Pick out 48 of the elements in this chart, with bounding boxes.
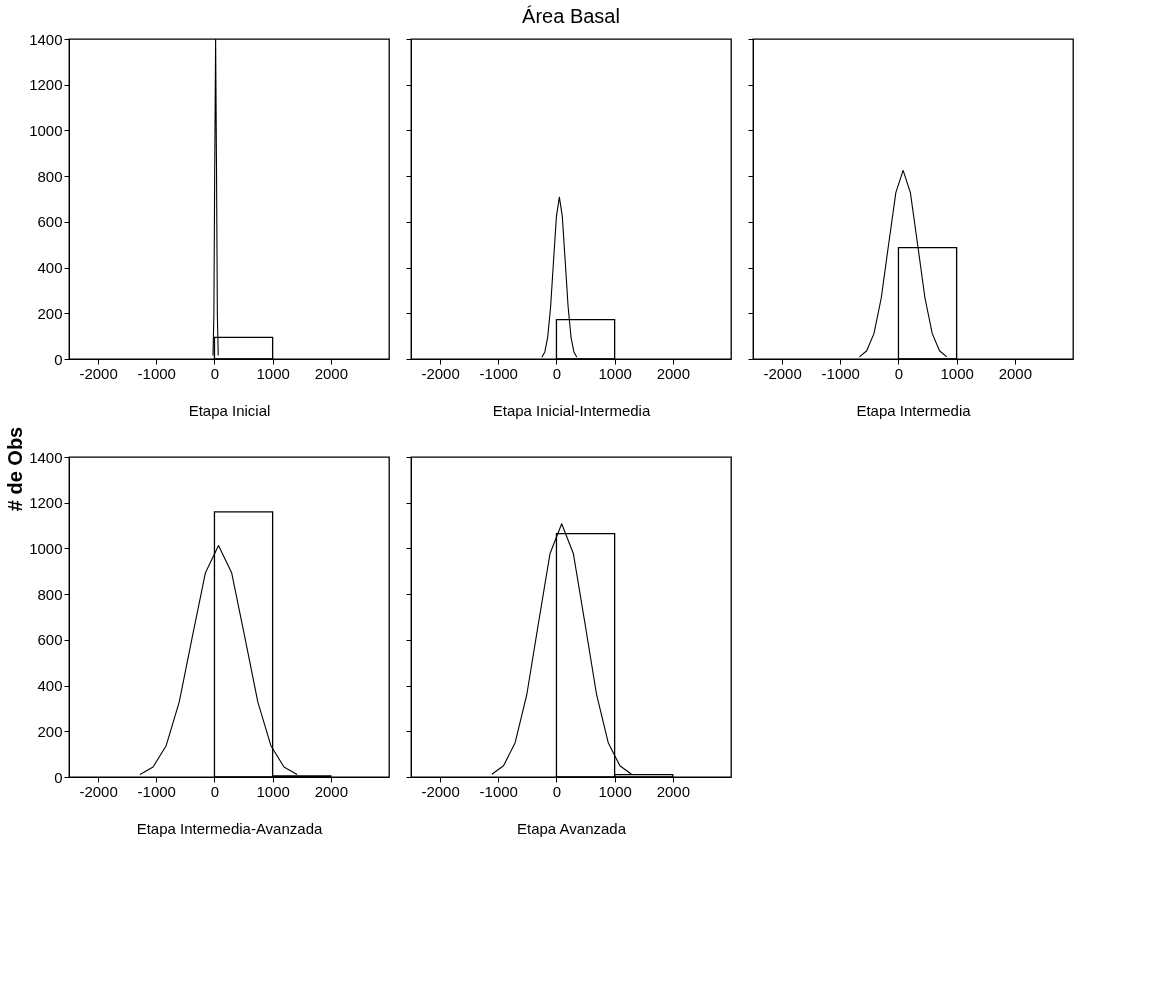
y-tick-label: 1200	[29, 76, 63, 94]
x-tick-label: 1000	[598, 782, 632, 800]
y-tick-label: 0	[54, 768, 63, 786]
x-tick-label: 0	[552, 364, 562, 382]
x-axis-title: Etapa Intermedia-Avanzada	[136, 819, 323, 837]
x-tick-label: 2000	[656, 364, 691, 382]
y-tick-label: 1200	[29, 494, 63, 512]
x-tick-label: 2000	[314, 782, 349, 800]
y-tick-label: 600	[37, 213, 63, 231]
x-tick-label: 2000	[998, 364, 1033, 382]
x-tick-label: 1000	[940, 364, 974, 382]
y-tick-label: 1000	[29, 539, 63, 557]
y-tick-label: 400	[37, 677, 63, 695]
x-tick-label: -2000	[763, 364, 802, 382]
x-tick-label: 1000	[256, 364, 290, 382]
x-tick-label: -1000	[137, 782, 176, 800]
y-tick-label: 1400	[29, 30, 63, 48]
x-tick-label: 0	[210, 782, 220, 800]
y-tick-label: 200	[37, 722, 63, 740]
y-tick-label: 800	[37, 167, 63, 185]
x-tick-label: -2000	[79, 364, 118, 382]
x-tick-label: 0	[210, 364, 220, 382]
x-tick-label: -1000	[821, 364, 860, 382]
x-axis-title: Etapa Inicial	[188, 401, 271, 419]
x-axis-title: Etapa Inicial-Intermedia	[492, 401, 651, 419]
x-tick-label: 2000	[314, 364, 349, 382]
x-tick-label: -1000	[479, 782, 518, 800]
x-axis-title: Etapa Intermedia	[856, 401, 972, 419]
x-tick-label: 0	[894, 364, 904, 382]
y-tick-label: 600	[37, 631, 63, 649]
chart-title: Área Basal	[522, 4, 620, 27]
y-tick-label: 1000	[29, 121, 63, 139]
x-axis-title: Etapa Avanzada	[517, 819, 627, 837]
x-tick-label: 2000	[656, 782, 691, 800]
y-tick-label: 200	[37, 304, 63, 322]
y-tick-label: 400	[37, 259, 63, 277]
x-tick-label: -2000	[421, 782, 460, 800]
x-tick-label: 0	[552, 782, 562, 800]
x-tick-label: -2000	[79, 782, 118, 800]
y-tick-label: 0	[54, 350, 63, 368]
x-tick-label: 1000	[598, 364, 632, 382]
x-tick-label: -1000	[479, 364, 518, 382]
x-tick-label: -2000	[421, 364, 460, 382]
y-axis-title: # de Obs	[4, 426, 26, 512]
y-tick-label: 800	[37, 585, 63, 603]
x-tick-label: 1000	[256, 782, 290, 800]
y-tick-label: 1400	[29, 448, 63, 466]
x-tick-label: -1000	[137, 364, 176, 382]
